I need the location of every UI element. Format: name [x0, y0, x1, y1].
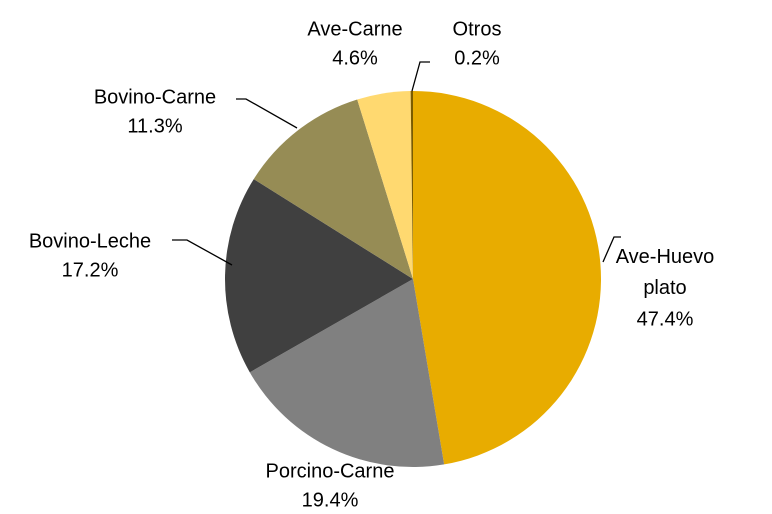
value-label: 11.3% — [127, 115, 182, 137]
pie-slice — [413, 91, 601, 465]
category-label: Porcino-Carne — [266, 460, 395, 482]
pie-slice — [357, 91, 413, 279]
value-label: 19.4% — [302, 489, 359, 511]
category-label: Ave-Carne — [307, 18, 402, 40]
leader-line — [411, 61, 430, 92]
category-label: Bovino-Leche — [29, 230, 151, 252]
pie-slice — [410, 91, 413, 279]
pie-slice — [253, 99, 413, 279]
value-label: 47.4% — [637, 308, 694, 330]
category-label: Ave-Huevo plato — [616, 246, 715, 299]
pie-slice — [249, 279, 445, 467]
leader-line — [172, 239, 233, 266]
value-label: 17.2% — [62, 259, 119, 281]
pie-slice — [224, 179, 413, 373]
category-label: Otros — [453, 18, 502, 40]
leader-line — [602, 236, 621, 263]
value-label: 4.6% — [332, 47, 378, 69]
leader-line — [236, 98, 298, 129]
slices — [224, 91, 601, 467]
value-label: 0.2% — [454, 47, 500, 69]
category-label: Bovino-Carne — [94, 86, 216, 108]
